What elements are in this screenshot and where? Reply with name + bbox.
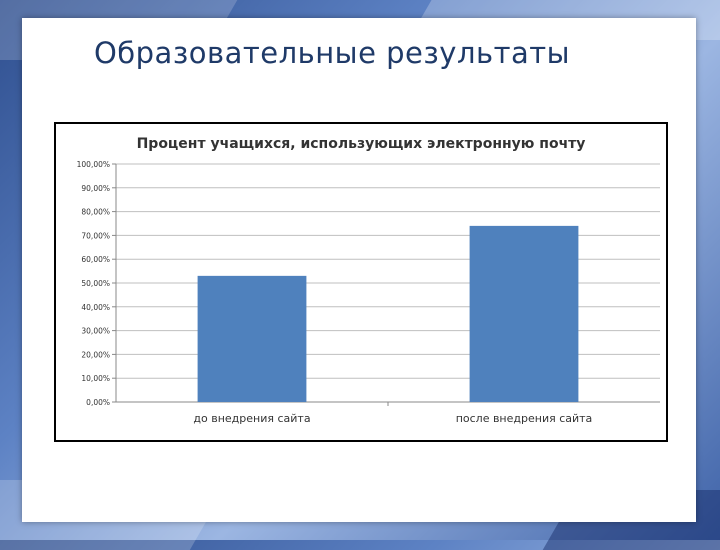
x-tick-label: до внедрения сайта [193,412,310,425]
bar [197,275,307,402]
y-tick-label: 70,00% [81,231,110,240]
y-tick-label: 30,00% [81,327,110,336]
slide: Образовательные результаты Процент учащи… [22,18,696,522]
chart-title: Процент учащихся, использующих электронн… [137,136,586,152]
slide-title: Образовательные результаты [93,36,571,70]
y-tick-label: 20,00% [81,350,110,359]
y-tick-label: 40,00% [81,303,110,312]
y-tick-label: 90,00% [81,184,110,193]
y-tick-label: 50,00% [81,279,110,288]
y-tick-label: 80,00% [81,208,110,217]
y-tick-label: 0,00% [86,398,110,407]
bar-chart: Процент учащихся, использующих электронн… [77,136,660,425]
y-tick-label: 10,00% [81,374,110,383]
bar [469,225,579,402]
x-tick-label: после внедрения сайта [456,412,593,425]
chart-container: Процент учащихся, использующих электронн… [54,122,668,442]
y-tick-label: 60,00% [81,255,110,264]
y-tick-label: 100,00% [77,160,110,169]
